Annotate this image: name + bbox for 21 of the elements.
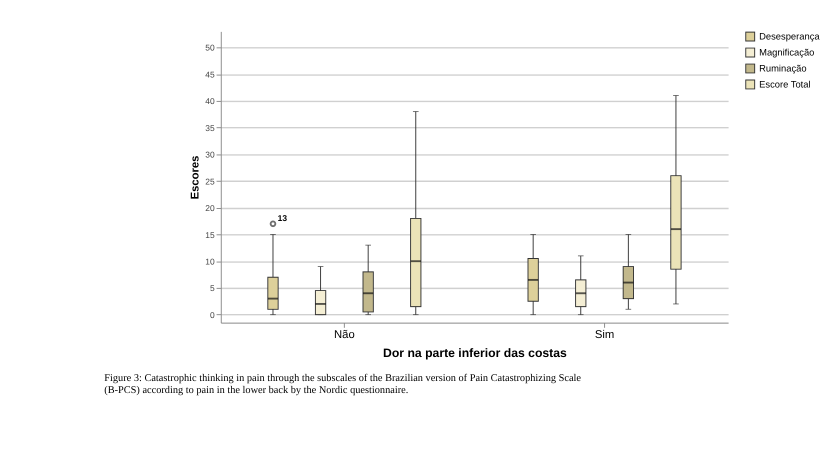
y-tick-label: 15 [205,230,215,240]
y-tick-label: 20 [205,203,215,214]
x-axis-title: Dor na parte inferior das costas [383,346,568,360]
y-axis-title: Escores [190,156,202,200]
y-tick-label: 5 [210,283,215,294]
y-tick-label: 40 [205,96,215,106]
annotation: 13 [278,212,288,223]
legend-label: Ruminação [759,62,807,74]
y-tick-label: 30 [205,150,215,160]
y-tick-label: 0 [210,310,215,320]
y-tick-label: 45 [205,69,215,80]
legend-label: Magnificação [759,46,814,58]
y-tick-label: 50 [205,42,215,53]
legend-label: Escore Total [759,78,811,90]
y-tick-label: 10 [205,256,215,266]
caption: Figure 3: Catastrophic thinking in pain through the subscales of the Brazilian version of Pain Catastrophizing Scale (B-PCS) according to pain in the lower back by the Nordic questionnaire. [104,372,582,396]
y-tick-label: 35 [205,122,215,133]
y-tick-label: 25 [205,176,215,186]
x-tick-label: Não [334,329,355,342]
x-tick-label: Sim [594,329,614,342]
legend-label: Desesperança [759,30,820,42]
